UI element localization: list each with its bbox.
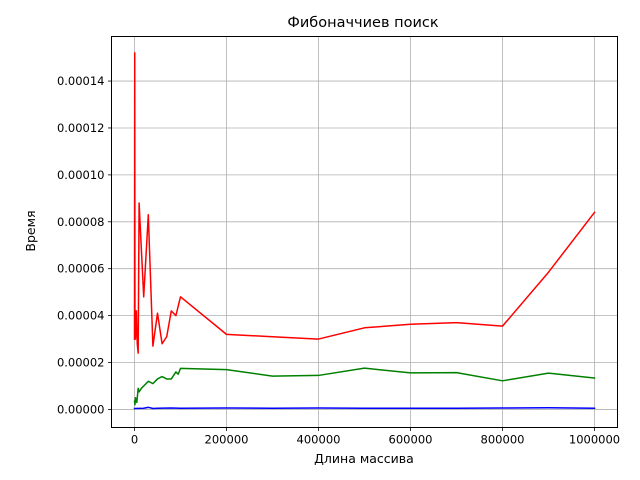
y-tick-label: 0.00010 bbox=[57, 168, 105, 182]
chart-title: Фибоначчиев поиск bbox=[287, 15, 438, 31]
plot-frame bbox=[111, 36, 618, 428]
y-tick-label: 0.00008 bbox=[57, 215, 105, 229]
x-tick-label: 1000000 bbox=[569, 433, 620, 447]
grid-lines bbox=[111, 36, 618, 428]
y-tick-label: 0.00006 bbox=[57, 262, 105, 276]
series-line-1 bbox=[133, 52, 596, 354]
data-series bbox=[133, 52, 596, 410]
y-tick-label: 0.00012 bbox=[57, 121, 105, 135]
y-axis-ticks: 0.00000 0.00002 0.00004 0.00006 0.00008 0.000… bbox=[57, 74, 112, 416]
x-tick-label: 200000 bbox=[205, 433, 249, 447]
y-tick-label: 0.00004 bbox=[57, 309, 105, 323]
series-line-3 bbox=[133, 406, 596, 410]
y-tick-label: 0.00000 bbox=[57, 402, 105, 416]
x-tick-label: 400000 bbox=[297, 433, 341, 447]
y-tick-label: 0.00014 bbox=[57, 74, 105, 88]
y-axis-label: Время bbox=[23, 210, 38, 251]
x-tick-label: 600000 bbox=[389, 433, 433, 447]
series-line-2 bbox=[133, 367, 596, 406]
y-tick-label: 0.00002 bbox=[57, 356, 105, 370]
x-tick-label: 0 bbox=[131, 433, 138, 447]
x-axis-ticks: 0 200000 400000 600000 800000 1000000 bbox=[131, 427, 620, 447]
x-tick-label: 800000 bbox=[481, 433, 525, 447]
x-axis-label: Длина массива bbox=[314, 451, 414, 466]
